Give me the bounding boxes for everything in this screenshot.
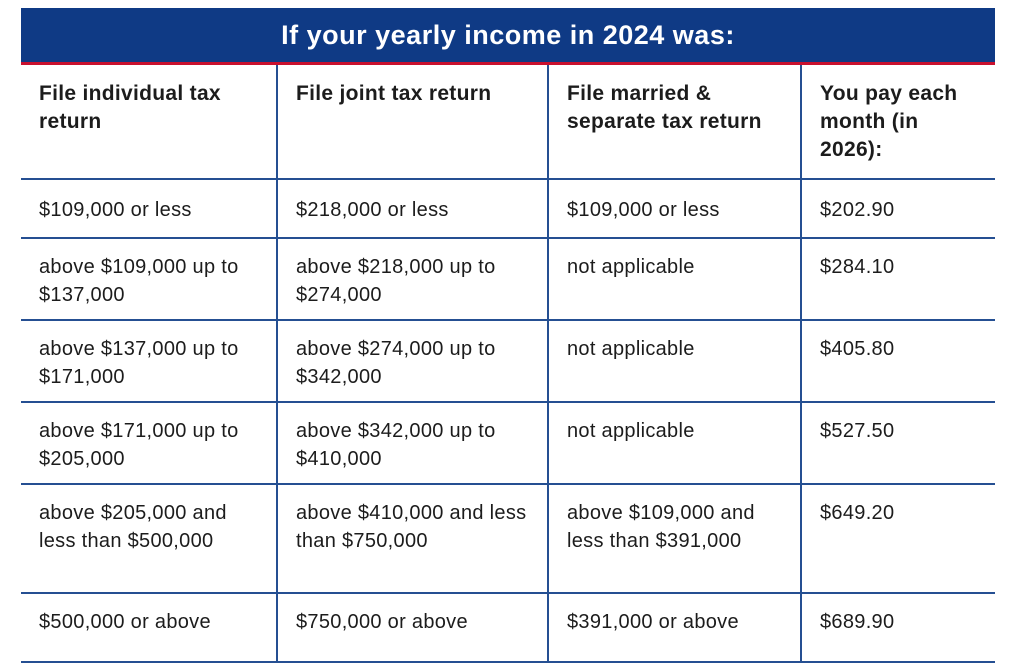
income-premium-table: File individual tax return File joint ta… (21, 65, 995, 663)
cell-joint: above $274,000 up to $342,000 (277, 320, 549, 403)
cell-joint: above $410,000 and less than $750,000 (277, 484, 549, 594)
cell-monthly-payment: $649.20 (801, 484, 995, 594)
cell-married-separate: $391,000 or above (548, 593, 802, 663)
cell-married-separate: not applicable (548, 320, 802, 403)
cell-joint: above $218,000 up to $274,000 (277, 238, 549, 321)
cell-married-separate: $109,000 or less (548, 179, 802, 239)
header-married-separate: File married & separate tax return (548, 65, 802, 180)
cell-individual: above $109,000 up to $137,000 (21, 238, 278, 321)
cell-joint: $750,000 or above (277, 593, 549, 663)
cell-married-separate: not applicable (548, 402, 802, 485)
cell-monthly-payment: $405.80 (801, 320, 995, 403)
cell-individual: $109,000 or less (21, 179, 278, 239)
table-header-row: File individual tax return File joint ta… (21, 65, 995, 180)
cell-individual: above $137,000 up to $171,000 (21, 320, 278, 403)
table-row: $500,000 or above $750,000 or above $391… (21, 593, 995, 663)
cell-married-separate: not applicable (548, 238, 802, 321)
cell-monthly-payment: $527.50 (801, 402, 995, 485)
cell-individual: above $205,000 and less than $500,000 (21, 484, 278, 594)
cell-individual: $500,000 or above (21, 593, 278, 663)
cell-joint: above $342,000 up to $410,000 (277, 402, 549, 485)
cell-individual: above $171,000 up to $205,000 (21, 402, 278, 485)
header-monthly-payment: You pay each month (in 2026): (801, 65, 995, 180)
cell-joint: $218,000 or less (277, 179, 549, 239)
cell-monthly-payment: $284.10 (801, 238, 995, 321)
table-row: above $137,000 up to $171,000 above $274… (21, 320, 995, 403)
table-row: above $205,000 and less than $500,000 ab… (21, 484, 995, 594)
table-row: $109,000 or less $218,000 or less $109,0… (21, 179, 995, 239)
table-banner-title: If your yearly income in 2024 was: (21, 8, 995, 65)
premium-table-container: If your yearly income in 2024 was: File … (21, 8, 995, 663)
table-row: above $171,000 up to $205,000 above $342… (21, 402, 995, 485)
header-individual: File individual tax return (21, 65, 278, 180)
cell-monthly-payment: $689.90 (801, 593, 995, 663)
header-joint: File joint tax return (277, 65, 549, 180)
cell-monthly-payment: $202.90 (801, 179, 995, 239)
cell-married-separate: above $109,000 and less than $391,000 (548, 484, 802, 594)
table-row: above $109,000 up to $137,000 above $218… (21, 238, 995, 321)
